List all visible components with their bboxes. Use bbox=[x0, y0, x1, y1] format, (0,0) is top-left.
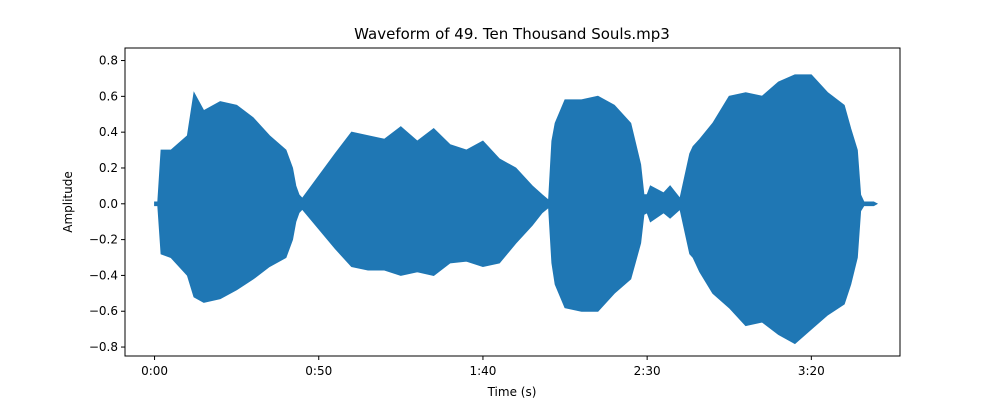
y-tick-label: −0.8 bbox=[89, 340, 118, 354]
plot-area bbox=[124, 47, 901, 357]
x-tick-label: 1:40 bbox=[469, 364, 496, 378]
y-tick-label: 0.4 bbox=[99, 125, 118, 139]
x-axis: 0:00 0:50 1:40 2:30 3:20 bbox=[141, 356, 825, 378]
y-axis-label: Amplitude bbox=[61, 171, 75, 233]
plot-frame bbox=[124, 47, 901, 357]
x-tick-label: 0:00 bbox=[141, 364, 168, 378]
y-tick-label: 0.0 bbox=[99, 197, 118, 211]
x-tick-label: 0:50 bbox=[305, 364, 332, 378]
x-tick-label: 2:30 bbox=[634, 364, 661, 378]
waveform-series bbox=[154, 74, 879, 345]
waveform-envelope bbox=[154, 74, 879, 345]
y-tick-label: −0.4 bbox=[89, 268, 118, 282]
y-tick-label: 0.2 bbox=[99, 161, 118, 175]
x-axis-label: Time (s) bbox=[487, 385, 537, 399]
y-tick-label: 0.6 bbox=[99, 89, 118, 103]
y-tick-label: 0.8 bbox=[99, 54, 118, 68]
chart-title: Waveform of 49. Ten Thousand Souls.mp3 bbox=[354, 25, 670, 43]
y-tick-label: −0.2 bbox=[89, 233, 118, 247]
y-axis: −0.8 −0.6 −0.4 −0.2 0.0 0.2 0.4 0.6 0.8 bbox=[89, 54, 125, 354]
x-tick-label: 3:20 bbox=[798, 364, 825, 378]
y-tick-label: −0.6 bbox=[89, 304, 118, 318]
